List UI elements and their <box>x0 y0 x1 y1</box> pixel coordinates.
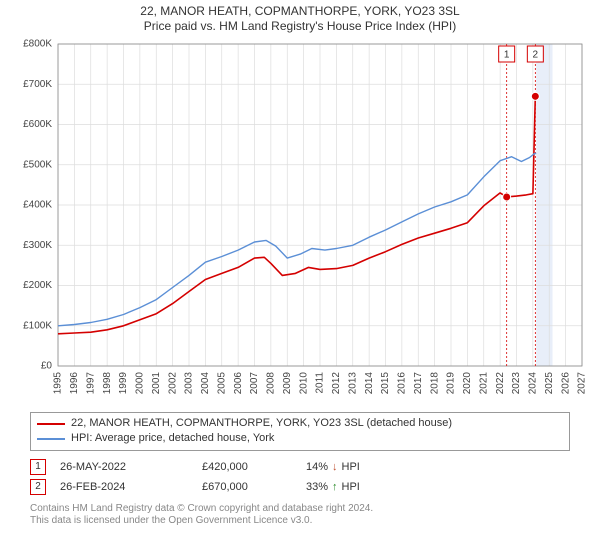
transaction-number: 1 <box>30 459 46 475</box>
xtick-label: 2016 <box>397 372 408 395</box>
sale-marker-label: 1 <box>504 50 510 61</box>
xtick-label: 2020 <box>462 372 473 395</box>
xtick-label: 2002 <box>167 372 178 395</box>
attribution-line-1: Contains HM Land Registry data © Crown c… <box>30 503 570 516</box>
transaction-pct: 33% <box>306 481 328 493</box>
xtick-label: 2011 <box>315 372 326 394</box>
legend-row: 22, MANOR HEATH, COPMANTHORPE, YORK, YO2… <box>37 416 563 431</box>
xtick-label: 2021 <box>478 372 489 395</box>
chart-svg: £0 £100K £200K £300K £400K £500K £600K £700K £80… <box>12 36 588 406</box>
xtick-label: 2005 <box>216 372 227 395</box>
transaction-delta: 33% ↑ HPI <box>306 481 360 493</box>
legend-swatch <box>37 423 65 425</box>
xtick-label: 2026 <box>560 372 571 395</box>
xtick-label: 2017 <box>413 372 424 395</box>
ytick-label: £0 <box>41 361 53 372</box>
xtick-label: 2000 <box>135 372 146 395</box>
legend: 22, MANOR HEATH, COPMANTHORPE, YORK, YO2… <box>30 412 570 451</box>
xtick-label: 2027 <box>577 372 588 395</box>
title-line-1: 22, MANOR HEATH, COPMANTHORPE, YORK, YO2… <box>10 4 590 19</box>
ytick-label: £400K <box>23 200 52 211</box>
ytick-label: £100K <box>23 320 52 331</box>
series-price_paid <box>58 96 535 333</box>
xtick-label: 2019 <box>446 372 457 395</box>
transactions-table: 1 26-MAY-2022 £420,000 14% ↓ HPI 2 26-FEB-2024 £… <box>30 457 570 497</box>
transaction-date: 26-MAY-2022 <box>60 461 188 473</box>
xtick-label: 2001 <box>151 372 162 395</box>
xtick-label: 1999 <box>118 372 129 395</box>
transaction-delta: 14% ↓ HPI <box>306 461 360 473</box>
xtick-label: 1995 <box>53 372 64 395</box>
series-hpi <box>58 154 536 326</box>
transaction-row: 2 26-FEB-2024 £670,000 33% ↑ HPI <box>30 477 570 497</box>
sale-dot <box>531 92 539 100</box>
arrow-up-icon: ↑ <box>332 481 338 493</box>
sale-marker-label: 2 <box>533 50 539 61</box>
xtick-label: 2022 <box>495 372 506 395</box>
ytick-label: £200K <box>23 280 52 291</box>
xtick-label: 2023 <box>511 372 522 395</box>
transaction-number: 2 <box>30 479 46 495</box>
transaction-date: 26-FEB-2024 <box>60 481 188 493</box>
arrow-down-icon: ↓ <box>332 461 338 473</box>
legend-row: HPI: Average price, detached house, York <box>37 431 563 446</box>
transaction-price: £670,000 <box>202 481 292 493</box>
price-chart: £0 £100K £200K £300K £400K £500K £600K £700K £80… <box>12 36 588 406</box>
ytick-label: £800K <box>23 39 52 50</box>
xtick-label: 2012 <box>331 372 342 395</box>
xtick-label: 2008 <box>266 372 277 395</box>
legend-swatch <box>37 438 65 440</box>
xtick-label: 2009 <box>282 372 293 395</box>
xtick-label: 2024 <box>528 372 539 395</box>
transaction-price: £420,000 <box>202 461 292 473</box>
transaction-row: 1 26-MAY-2022 £420,000 14% ↓ HPI <box>30 457 570 477</box>
xtick-label: 2003 <box>184 372 195 395</box>
title-line-2: Price paid vs. HM Land Registry's House … <box>10 19 590 34</box>
sale-dot <box>503 193 511 201</box>
xtick-label: 2004 <box>200 372 211 395</box>
xtick-label: 2025 <box>544 372 555 395</box>
legend-label: HPI: Average price, detached house, York <box>71 431 274 446</box>
legend-label: 22, MANOR HEATH, COPMANTHORPE, YORK, YO2… <box>71 416 452 431</box>
xtick-label: 2006 <box>233 372 244 395</box>
xtick-label: 2013 <box>347 372 358 395</box>
xtick-label: 1998 <box>102 372 113 395</box>
xtick-label: 1997 <box>85 372 96 395</box>
xtick-label: 2018 <box>429 372 440 395</box>
ytick-label: £500K <box>23 159 52 170</box>
transaction-vs: HPI <box>342 481 360 493</box>
xtick-label: 2007 <box>249 372 260 395</box>
transaction-pct: 14% <box>306 461 328 473</box>
xtick-label: 2014 <box>364 372 375 395</box>
xtick-label: 2015 <box>380 372 391 395</box>
xtick-label: 1996 <box>69 372 80 395</box>
transaction-vs: HPI <box>342 461 360 473</box>
attribution: Contains HM Land Registry data © Crown c… <box>30 503 570 528</box>
chart-title: 22, MANOR HEATH, COPMANTHORPE, YORK, YO2… <box>10 4 590 34</box>
attribution-line-2: This data is licensed under the Open Gov… <box>30 515 570 528</box>
ytick-label: £600K <box>23 119 52 130</box>
xtick-label: 2010 <box>298 372 309 395</box>
ytick-label: £700K <box>23 79 52 90</box>
ytick-label: £300K <box>23 240 52 251</box>
